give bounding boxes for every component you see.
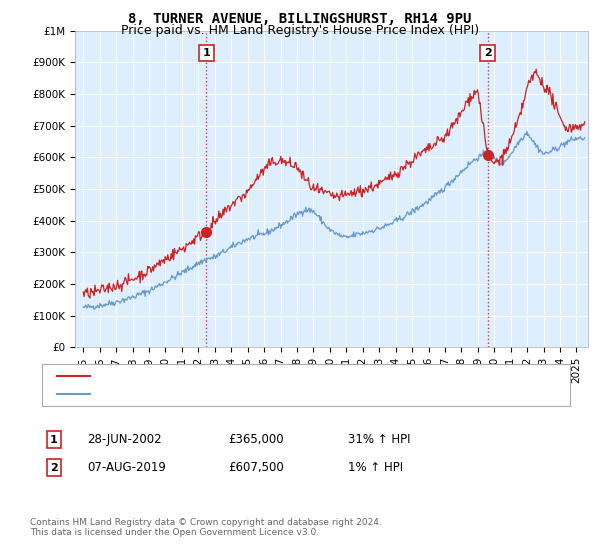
- Text: 2: 2: [50, 463, 58, 473]
- Text: 8, TURNER AVENUE, BILLINGSHURST, RH14 9PU (detached house): 8, TURNER AVENUE, BILLINGSHURST, RH14 9P…: [96, 371, 465, 381]
- Text: 31% ↑ HPI: 31% ↑ HPI: [348, 433, 410, 446]
- Text: 1: 1: [50, 435, 58, 445]
- Text: 1: 1: [202, 48, 210, 58]
- Text: HPI: Average price, detached house, Horsham: HPI: Average price, detached house, Hors…: [96, 389, 353, 399]
- Text: £607,500: £607,500: [228, 461, 284, 474]
- Text: 1% ↑ HPI: 1% ↑ HPI: [348, 461, 403, 474]
- Text: 28-JUN-2002: 28-JUN-2002: [87, 433, 161, 446]
- Text: 07-AUG-2019: 07-AUG-2019: [87, 461, 166, 474]
- Text: £365,000: £365,000: [228, 433, 284, 446]
- Text: 2: 2: [484, 48, 491, 58]
- Text: 8, TURNER AVENUE, BILLINGSHURST, RH14 9PU: 8, TURNER AVENUE, BILLINGSHURST, RH14 9P…: [128, 12, 472, 26]
- Text: Contains HM Land Registry data © Crown copyright and database right 2024.
This d: Contains HM Land Registry data © Crown c…: [30, 518, 382, 538]
- Text: Price paid vs. HM Land Registry's House Price Index (HPI): Price paid vs. HM Land Registry's House …: [121, 24, 479, 37]
